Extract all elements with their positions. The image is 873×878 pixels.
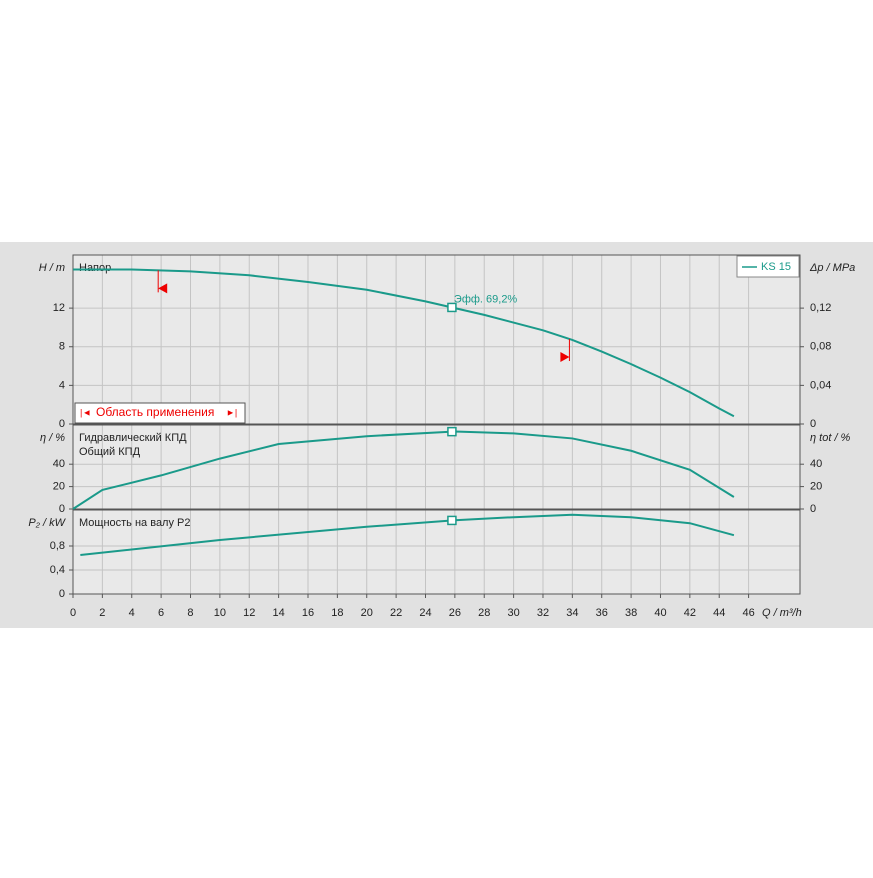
x-tick-label: 16 (302, 607, 314, 619)
x-tick-label: 0 (70, 607, 76, 619)
x-tick-label: 42 (684, 607, 696, 619)
plot-frame (72, 509, 801, 595)
x-tick-label: 44 (713, 607, 725, 619)
range-box (74, 402, 246, 424)
x-tick-label: 10 (214, 607, 226, 619)
y2-tick-label: 20 (810, 481, 822, 493)
y-tick-label: 4 (59, 379, 65, 391)
y2-axis-label: Δp / MPa (809, 262, 855, 274)
range-limit (560, 339, 570, 363)
x-tick-label: 24 (419, 607, 431, 619)
x-axis-label: Q / m³/h (762, 607, 802, 619)
y-axis-label: η / % (40, 432, 65, 444)
x-tick-label: 46 (742, 607, 754, 619)
duty-point (447, 302, 457, 313)
curve (73, 268, 735, 418)
x-tick-label: 34 (566, 607, 578, 619)
y-tick-label: 20 (53, 481, 65, 493)
x-tick-label: 38 (625, 607, 637, 619)
y2-tick-label: 0 (810, 503, 816, 515)
panel-label: Мощность на валу P2 (79, 517, 191, 529)
y2-tick-label: 40 (810, 458, 822, 470)
range-limit-arrow (158, 283, 168, 294)
x-tick-label: 2 (99, 607, 105, 619)
range-label: Область применения (96, 405, 214, 419)
x-tick-label: 6 (158, 607, 164, 619)
y-tick-label: 40 (53, 458, 65, 470)
x-tick-label: 4 (129, 607, 135, 619)
x-tick-label: 12 (243, 607, 255, 619)
y2-axis-label: η tot / % (810, 432, 851, 444)
panel-label: Гидравлический КПД (79, 432, 187, 444)
duty-point (447, 426, 457, 437)
y-tick-label: 12 (53, 302, 65, 314)
y2-tick-label: 0,04 (810, 379, 831, 391)
x-tick-label: 28 (478, 607, 490, 619)
x-tick-label: 20 (361, 607, 373, 619)
curve (72, 430, 735, 510)
y-tick-label: 0,4 (50, 564, 65, 576)
y2-tick-label: 0,08 (810, 341, 831, 353)
curve (80, 513, 735, 556)
x-tick-label: 32 (537, 607, 549, 619)
range-arrow-left: |◄ (80, 407, 91, 417)
plot-frame (72, 424, 801, 510)
x-tick-label: 18 (331, 607, 343, 619)
y-tick-label: 0 (59, 503, 65, 515)
y-tick-label: 0 (59, 418, 65, 430)
y-tick-label: 8 (59, 341, 65, 353)
panel-label: Общий КПД (79, 446, 141, 458)
y-axis-label: P₂ / kW (28, 517, 66, 529)
plot-frame (72, 254, 801, 425)
y2-tick-label: 0 (810, 418, 816, 430)
plot-area (73, 510, 800, 594)
range-arrow-right: ►| (226, 407, 237, 417)
y-tick-label: 0,8 (50, 540, 65, 552)
x-tick-label: 14 (272, 607, 284, 619)
y2-tick-label: 0,12 (810, 302, 831, 314)
duty-point (447, 515, 457, 526)
x-tick-label: 26 (449, 607, 461, 619)
range-limit (157, 270, 168, 294)
range-limit-arrow (560, 352, 570, 363)
legend-box (736, 255, 800, 278)
x-tick-label: 30 (507, 607, 519, 619)
x-tick-label: 40 (654, 607, 666, 619)
plot-area (73, 255, 800, 424)
x-tick-label: 8 (187, 607, 193, 619)
x-tick-label: 36 (596, 607, 608, 619)
panel-label: Напор (79, 262, 111, 274)
annotation: Эфф. 69,2% (454, 293, 518, 305)
y-axis-label: H / m (39, 262, 65, 274)
legend-label: KS 15 (761, 261, 791, 273)
x-tick-label: 22 (390, 607, 402, 619)
y-tick-label: 0 (59, 588, 65, 600)
